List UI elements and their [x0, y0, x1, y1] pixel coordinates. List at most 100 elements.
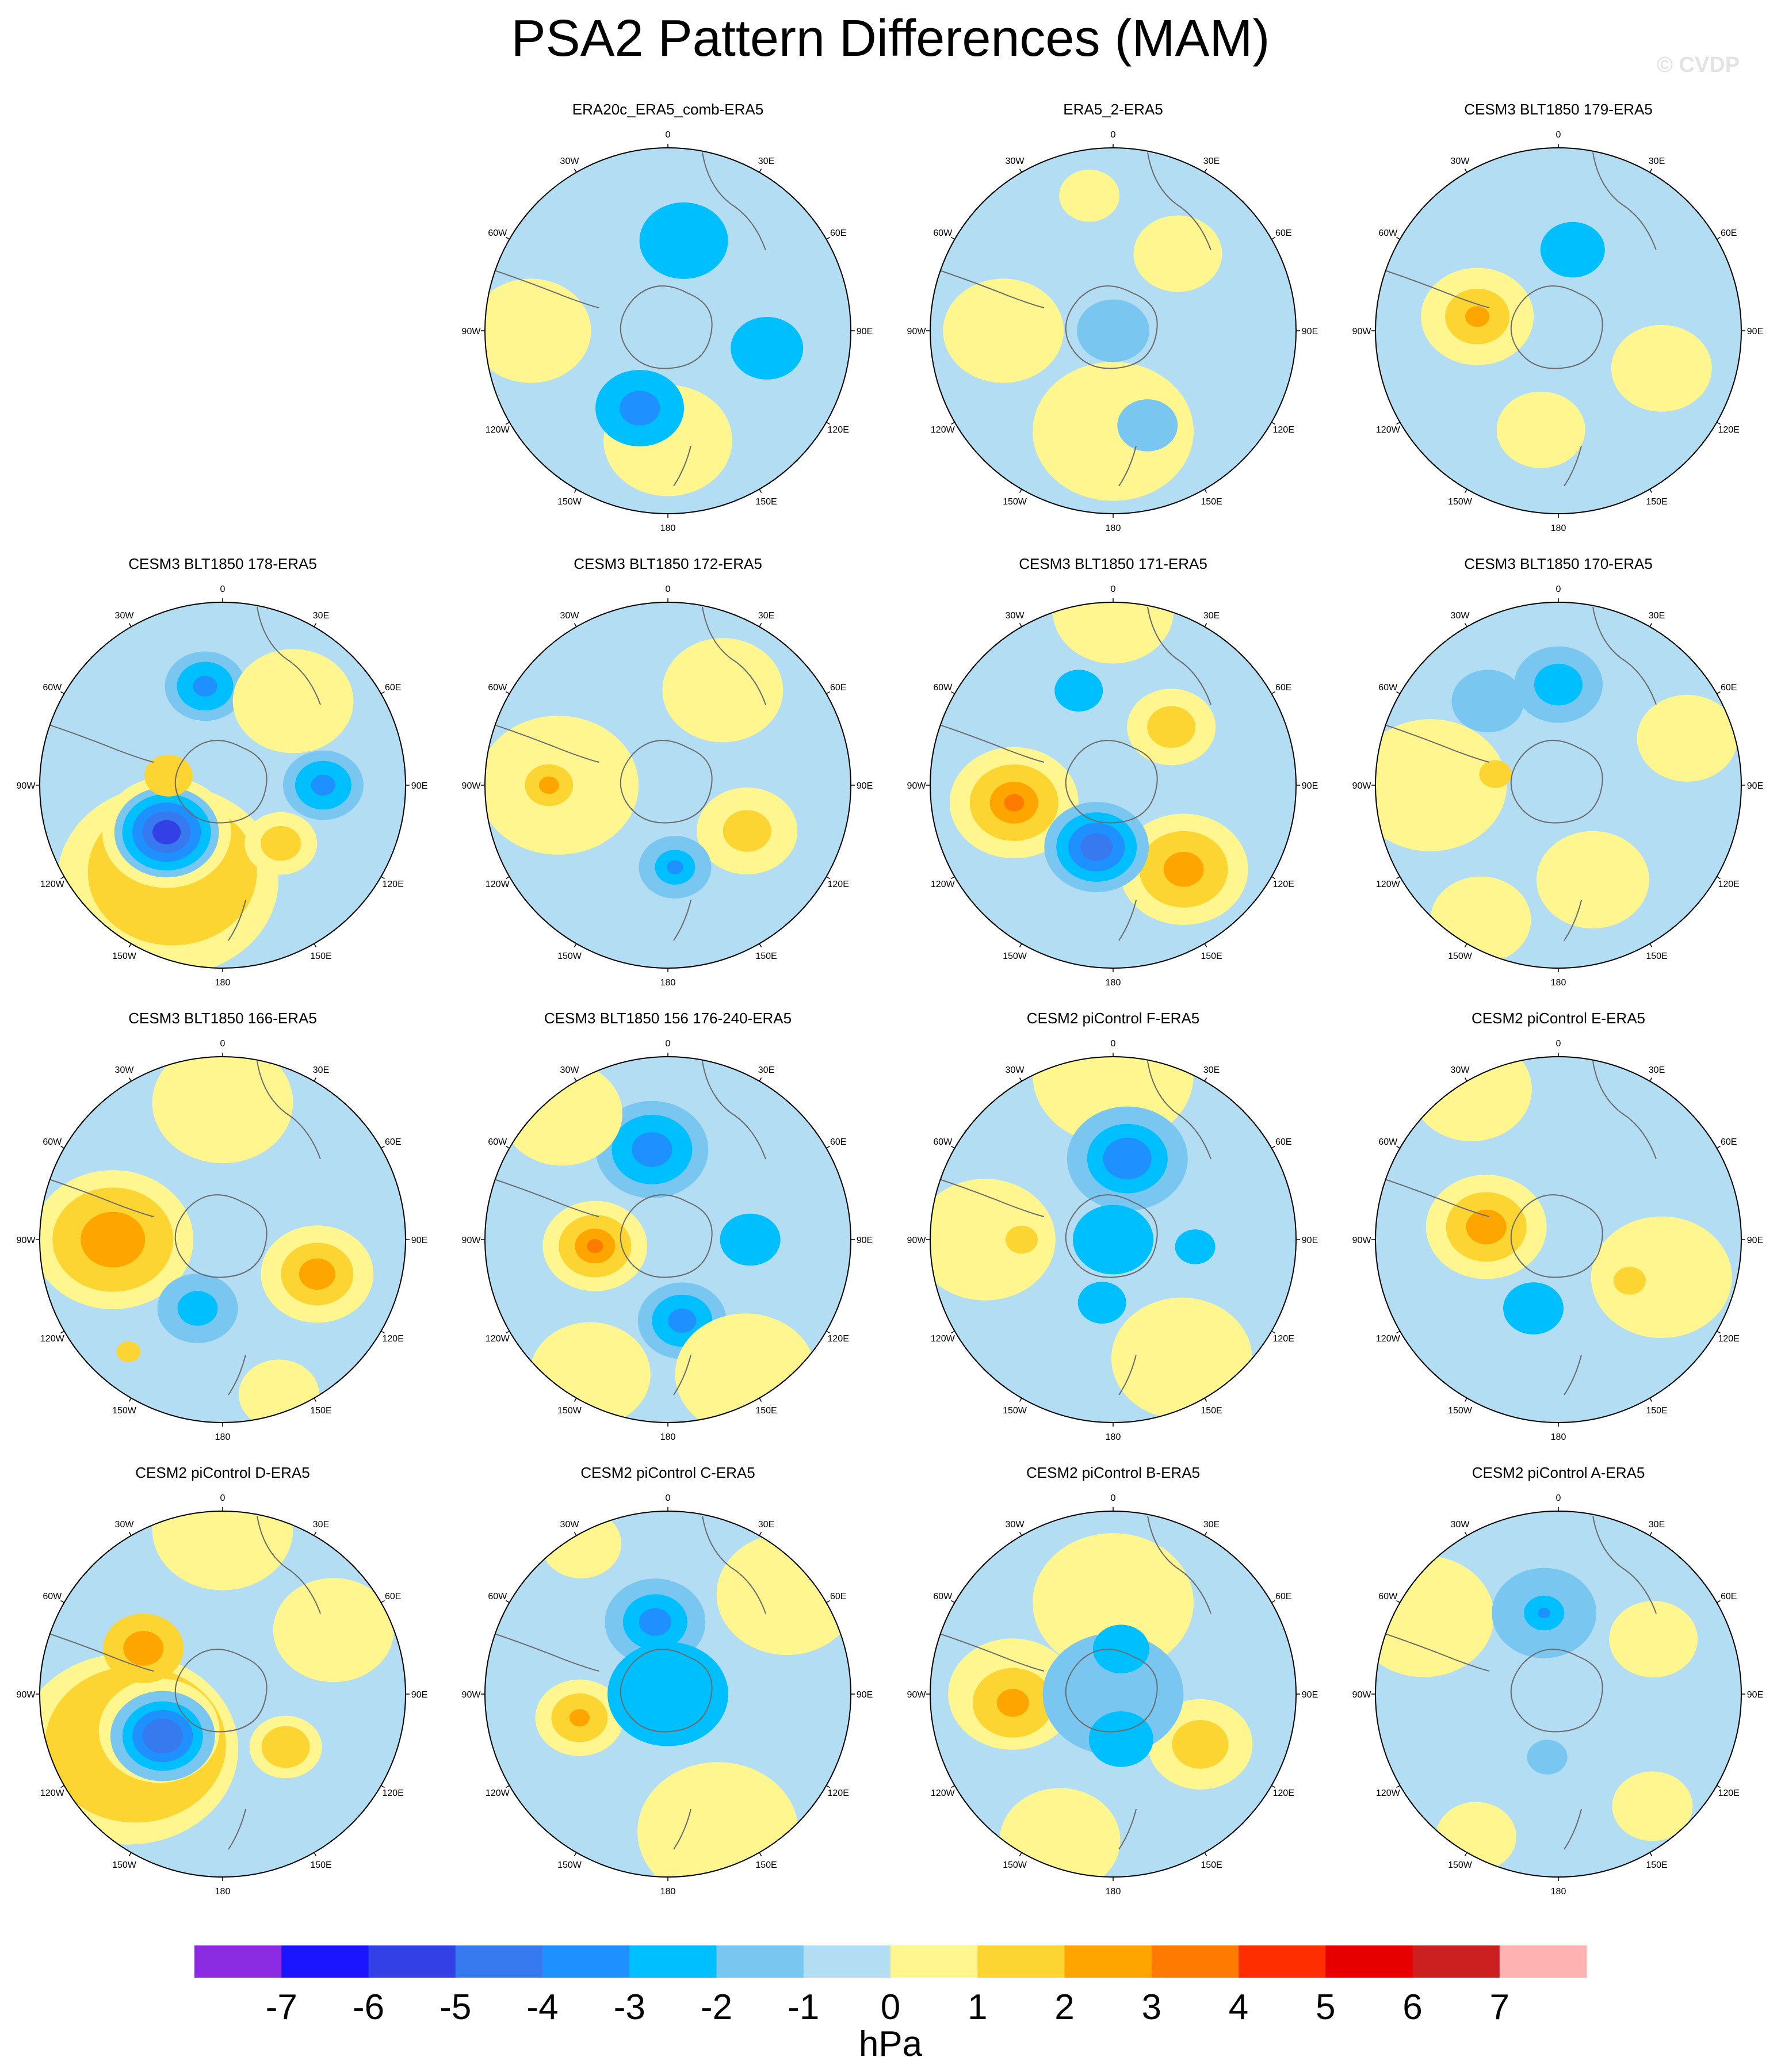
longitude-label: 0	[220, 1493, 226, 1503]
longitude-label: 30W	[560, 1065, 580, 1075]
longitude-label: 60W	[1378, 1592, 1398, 1601]
positive-anomaly-contour	[1637, 694, 1738, 782]
colorbar-bin	[542, 1945, 630, 1978]
colorbar-tick-label: -7	[266, 1987, 297, 2027]
longitude-label: 120E	[1273, 1788, 1294, 1798]
longitude-tick	[128, 623, 132, 627]
longitude-label: 120E	[1273, 425, 1294, 435]
longitude-tick	[759, 489, 762, 493]
longitude-tick	[1204, 169, 1207, 173]
positive-anomaly-contour	[587, 1239, 603, 1253]
continent-coastlines	[485, 1061, 766, 1396]
continent-coastlines	[40, 606, 321, 941]
longitude-label: 180	[660, 523, 676, 533]
colorbar-bin	[1412, 1945, 1500, 1978]
longitude-label: 150W	[112, 1406, 137, 1416]
longitude-label: 60E	[830, 1137, 846, 1147]
positive-anomaly-contour	[1111, 1297, 1252, 1420]
longitude-tick	[314, 623, 317, 627]
negative-anomaly-contour	[1534, 663, 1583, 706]
negative-anomaly-contour	[1054, 670, 1103, 712]
longitude-tick	[574, 1852, 577, 1856]
positive-anomaly-contour	[1466, 1209, 1507, 1245]
longitude-tick	[826, 1145, 830, 1149]
longitude-label: 180	[1551, 1887, 1566, 1897]
negative-anomaly-contour	[639, 1608, 671, 1636]
figure-title: PSA2 Pattern Differences (MAM)	[511, 10, 1270, 67]
longitude-label: 30E	[313, 1065, 329, 1075]
longitude-tick	[1271, 1145, 1275, 1149]
panel-title: CESM2 piControl D-ERA5	[135, 1464, 310, 1481]
positive-anomaly-contour	[273, 1578, 394, 1683]
polar-map: 0 30E 60E 90E 120E 150E 180 150W 120W 90W 60W 30W	[1352, 1039, 1764, 1442]
positive-anomaly-contour	[1133, 215, 1222, 292]
longitude-label: 180	[215, 978, 231, 988]
positive-anomaly-contour	[152, 1057, 293, 1164]
longitude-tick	[1717, 236, 1721, 240]
longitude-label: 90E	[857, 1236, 873, 1245]
longitude-tick	[1396, 1600, 1400, 1603]
positive-anomaly-contour	[123, 1631, 164, 1666]
longitude-label: 90E	[411, 1236, 427, 1245]
longitude-label: 120E	[828, 1788, 849, 1798]
longitude-tick	[506, 691, 510, 694]
longitude-label: 60E	[1721, 683, 1737, 693]
longitude-label: 150E	[1646, 951, 1667, 961]
longitude-tick	[60, 1145, 64, 1149]
longitude-label: 60W	[488, 1592, 507, 1601]
antarctica-coastline	[1065, 1194, 1158, 1278]
longitude-label: 90E	[1747, 1690, 1763, 1700]
longitude-label: 180	[1106, 1887, 1121, 1897]
colorbar-bin	[368, 1945, 456, 1978]
longitude-label: 60E	[830, 1592, 846, 1601]
longitude-label: 60W	[933, 1592, 953, 1601]
longitude-label: 30W	[115, 1520, 135, 1530]
polar-map: 0 30E 60E 90E 120E 150E 180 150W 120W 90W 60W 30W	[462, 1039, 873, 1442]
continent-coastlines	[485, 152, 766, 487]
longitude-tick	[951, 236, 955, 240]
longitude-tick	[1464, 489, 1467, 493]
longitude-label: 30E	[1203, 156, 1220, 166]
longitude-tick	[1396, 422, 1400, 425]
longitude-tick	[1204, 1532, 1207, 1536]
negative-anomaly-contour	[193, 675, 217, 697]
panel-title: ERA5_2-ERA5	[1063, 101, 1163, 118]
longitude-label: 30E	[758, 1520, 774, 1530]
longitude-tick	[506, 1785, 510, 1788]
longitude-label: 30E	[1203, 1065, 1220, 1075]
longitude-label: 90E	[857, 781, 873, 791]
polar-map: 0 30E 60E 90E 120E 150E 180 150W 120W 90W 60W 30W	[1352, 584, 1764, 988]
negative-anomaly-contour	[731, 317, 804, 380]
longitude-label: 180	[215, 1887, 231, 1897]
antarctica-coastline	[620, 1649, 713, 1733]
longitude-tick	[1649, 489, 1653, 493]
antarctica-coastline	[1510, 285, 1603, 369]
watermark-logo: © CVDP	[1657, 53, 1740, 77]
positive-anomaly-contour	[1375, 719, 1507, 851]
positive-anomaly-contour	[1612, 1771, 1693, 1841]
longitude-tick	[1649, 1398, 1653, 1402]
positive-anomaly-contour	[1479, 760, 1512, 788]
negative-anomaly-contour	[720, 1213, 781, 1266]
continent-coastlines	[930, 1515, 1211, 1850]
longitude-tick	[60, 1600, 64, 1603]
longitude-tick	[1649, 1852, 1653, 1856]
longitude-label: 0	[1556, 1493, 1561, 1503]
longitude-label: 180	[1551, 1432, 1566, 1442]
longitude-label: 180	[660, 1432, 676, 1442]
longitude-label: 90W	[462, 781, 481, 791]
longitude-label: 60E	[385, 1592, 401, 1601]
longitude-label: 90W	[907, 327, 927, 337]
longitude-label: 60W	[43, 1592, 62, 1601]
longitude-tick	[1204, 489, 1207, 493]
longitude-label: 180	[1106, 1432, 1121, 1442]
negative-anomaly-contour	[1175, 1229, 1216, 1264]
longitude-tick	[574, 1077, 577, 1081]
longitude-label: 150W	[557, 497, 582, 507]
longitude-label: 30W	[115, 1065, 135, 1075]
colorbar-tick-label: 5	[1316, 1987, 1335, 2027]
longitude-label: 120E	[383, 1788, 404, 1798]
longitude-label: 150W	[557, 1406, 582, 1416]
longitude-label: 90W	[1352, 1236, 1372, 1245]
